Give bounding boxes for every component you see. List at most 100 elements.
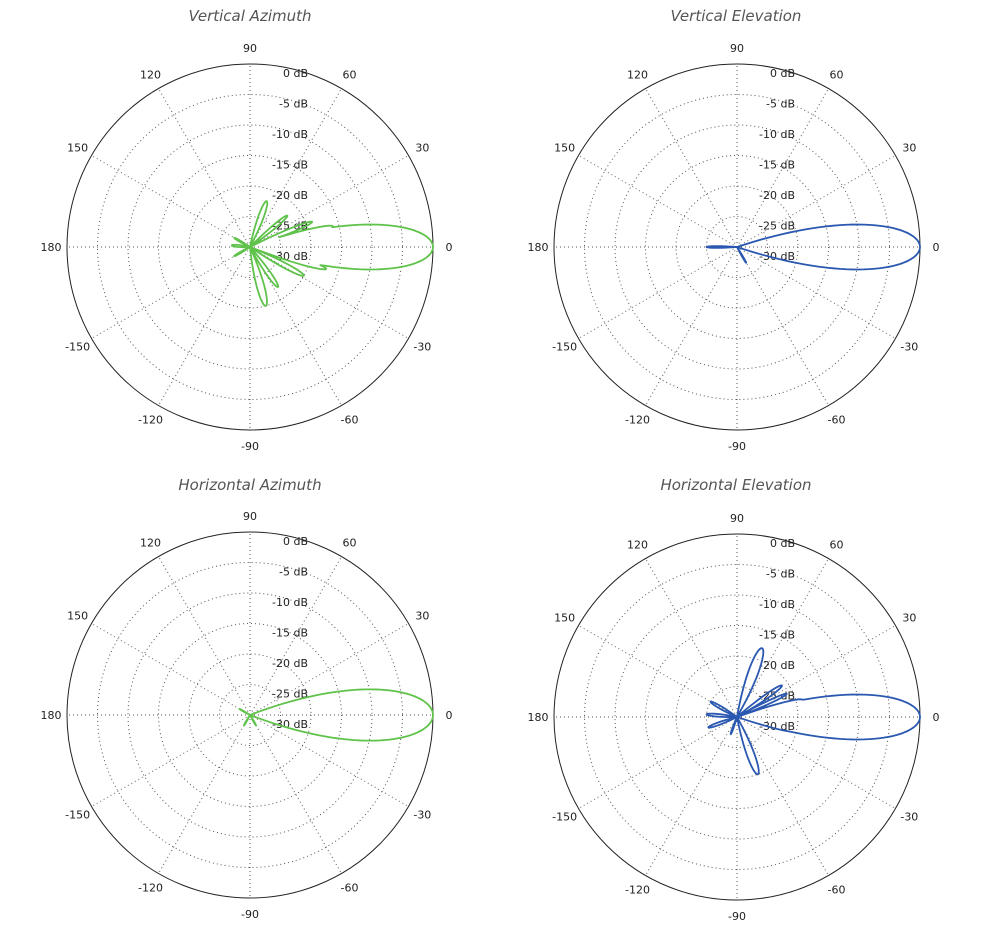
- polar-chart-horizontal-azimuth: Horizontal Azimuth 0 30 60 90 120 150 180 -150 -…: [0, 470, 500, 944]
- radial-tick-label: -20 dB: [759, 659, 795, 672]
- radial-tick-label: -15 dB: [759, 629, 795, 642]
- angle-tick-label: 0: [933, 241, 940, 254]
- pattern-series-line: [705, 647, 921, 776]
- angle-tick-label: 30: [902, 142, 916, 155]
- grid-ring: [645, 625, 829, 809]
- radial-tick-label: -10 dB: [759, 128, 795, 141]
- angle-tick-label: -120: [138, 881, 163, 894]
- radial-tick-label: -30 dB: [759, 720, 795, 733]
- angle-tick-label: 0: [446, 709, 453, 722]
- grid-spoke: [645, 558, 738, 718]
- grid-spoke: [249, 246, 409, 339]
- pattern-series-line: [238, 688, 434, 742]
- angle-tick-label: -150: [65, 809, 90, 822]
- angle-tick-label: -60: [341, 413, 359, 426]
- radial-tick-label: -20 dB: [272, 189, 308, 202]
- radial-tick-label: -5 dB: [766, 98, 795, 111]
- grid-ring: [127, 124, 373, 370]
- angle-tick-label: -30: [413, 809, 431, 822]
- grid-spoke: [578, 625, 738, 718]
- grid-spoke: [249, 714, 409, 807]
- angle-tick-label: 30: [415, 142, 429, 155]
- angle-tick-label: 60: [830, 69, 844, 82]
- grid-spoke: [91, 246, 251, 339]
- grid-spoke: [249, 623, 409, 716]
- angle-tick-label: 60: [830, 539, 844, 552]
- polar-plot: 0 30 60 90 120 150 180 -150 -120 -90 -60 -30 0 dB -5 …: [528, 512, 940, 923]
- angle-tick-label: -90: [241, 440, 259, 453]
- chart-title: Vertical Elevation: [670, 7, 802, 25]
- grid-spoke: [736, 558, 829, 718]
- angle-tick-label: 150: [554, 612, 575, 625]
- grid-spoke: [645, 716, 738, 876]
- radial-tick-label: -5 dB: [279, 98, 308, 111]
- angle-tick-label: 0: [446, 241, 453, 254]
- angle-tick-label: -120: [625, 413, 650, 426]
- angle-tick-label: -60: [341, 881, 359, 894]
- radial-tick-label: -30 dB: [272, 718, 308, 731]
- radial-tick-label: -20 dB: [272, 657, 308, 670]
- angle-tick-label: 120: [140, 537, 161, 550]
- radial-tick-label: -15 dB: [759, 159, 795, 172]
- grid-spoke: [736, 246, 829, 406]
- angle-tick-label: 30: [415, 610, 429, 623]
- grid-spoke: [736, 716, 896, 809]
- polar-chart-vertical-elevation: Vertical Elevation 0 30 60 90 120 150 180 -150 -…: [487, 0, 985, 470]
- grid-spoke: [249, 246, 342, 406]
- grid-spoke: [645, 88, 738, 248]
- angle-tick-label: -150: [65, 341, 90, 354]
- angle-tick-label: 60: [343, 69, 357, 82]
- grid-spoke: [91, 623, 251, 716]
- grid-spoke: [91, 714, 251, 807]
- grid-spoke: [158, 246, 251, 406]
- angle-tick-label: 90: [730, 42, 744, 55]
- angle-tick-label: -90: [728, 440, 746, 453]
- angle-tick-label: -90: [728, 910, 746, 923]
- angle-tick-label: -60: [828, 883, 846, 896]
- angle-tick-label: 180: [41, 709, 62, 722]
- chart-title: Horizontal Azimuth: [178, 476, 322, 494]
- grid-ring: [645, 155, 829, 339]
- polar-plot: 0 30 60 90 120 150 180 -150 -120 -90 -60 -30 0 dB -5 …: [528, 42, 940, 453]
- radial-tick-label: -5 dB: [766, 568, 795, 581]
- angle-tick-label: 90: [730, 512, 744, 525]
- angle-tick-label: -150: [552, 341, 577, 354]
- angle-tick-label: 0: [933, 711, 940, 724]
- radial-tick-label: -20 dB: [759, 189, 795, 202]
- grid-ring: [614, 124, 860, 370]
- angle-tick-label: 30: [902, 612, 916, 625]
- angle-tick-label: 180: [41, 241, 62, 254]
- angle-tick-label: 120: [627, 539, 648, 552]
- angle-tick-label: 150: [554, 142, 575, 155]
- grid-ring: [706, 216, 768, 278]
- radial-tick-label: 0 dB: [283, 67, 308, 80]
- angle-tick-label: -30: [900, 341, 918, 354]
- radial-tick-label: 0 dB: [283, 535, 308, 548]
- radial-tick-label: -10 dB: [272, 596, 308, 609]
- angle-tick-label: -30: [413, 341, 431, 354]
- grid-spoke: [249, 155, 409, 248]
- radial-tick-label: -15 dB: [272, 627, 308, 640]
- grid-ring: [158, 155, 342, 339]
- grid-spoke: [736, 88, 829, 248]
- polar-plot: 0 30 60 90 120 150 180 -150 -120 -90 -60 -30 0 dB -5 …: [41, 510, 453, 921]
- grid-spoke: [736, 155, 896, 248]
- angle-tick-label: -120: [625, 883, 650, 896]
- grid-spoke: [578, 246, 738, 339]
- grid-ring: [158, 623, 342, 807]
- angle-tick-label: 180: [528, 711, 549, 724]
- pattern-series-line: [705, 223, 921, 271]
- angle-tick-label: 90: [243, 42, 257, 55]
- pattern-series-line: [230, 200, 434, 307]
- angle-tick-label: 60: [343, 537, 357, 550]
- angle-tick-label: 120: [140, 69, 161, 82]
- angle-tick-label: 120: [627, 69, 648, 82]
- radial-tick-label: -15 dB: [272, 159, 308, 172]
- grid-spoke: [736, 625, 896, 718]
- grid-spoke: [91, 155, 251, 248]
- grid-spoke: [645, 246, 738, 406]
- grid-ring: [614, 594, 860, 840]
- grid-spoke: [158, 714, 251, 874]
- grid-spoke: [736, 716, 829, 876]
- grid-ring: [127, 592, 373, 838]
